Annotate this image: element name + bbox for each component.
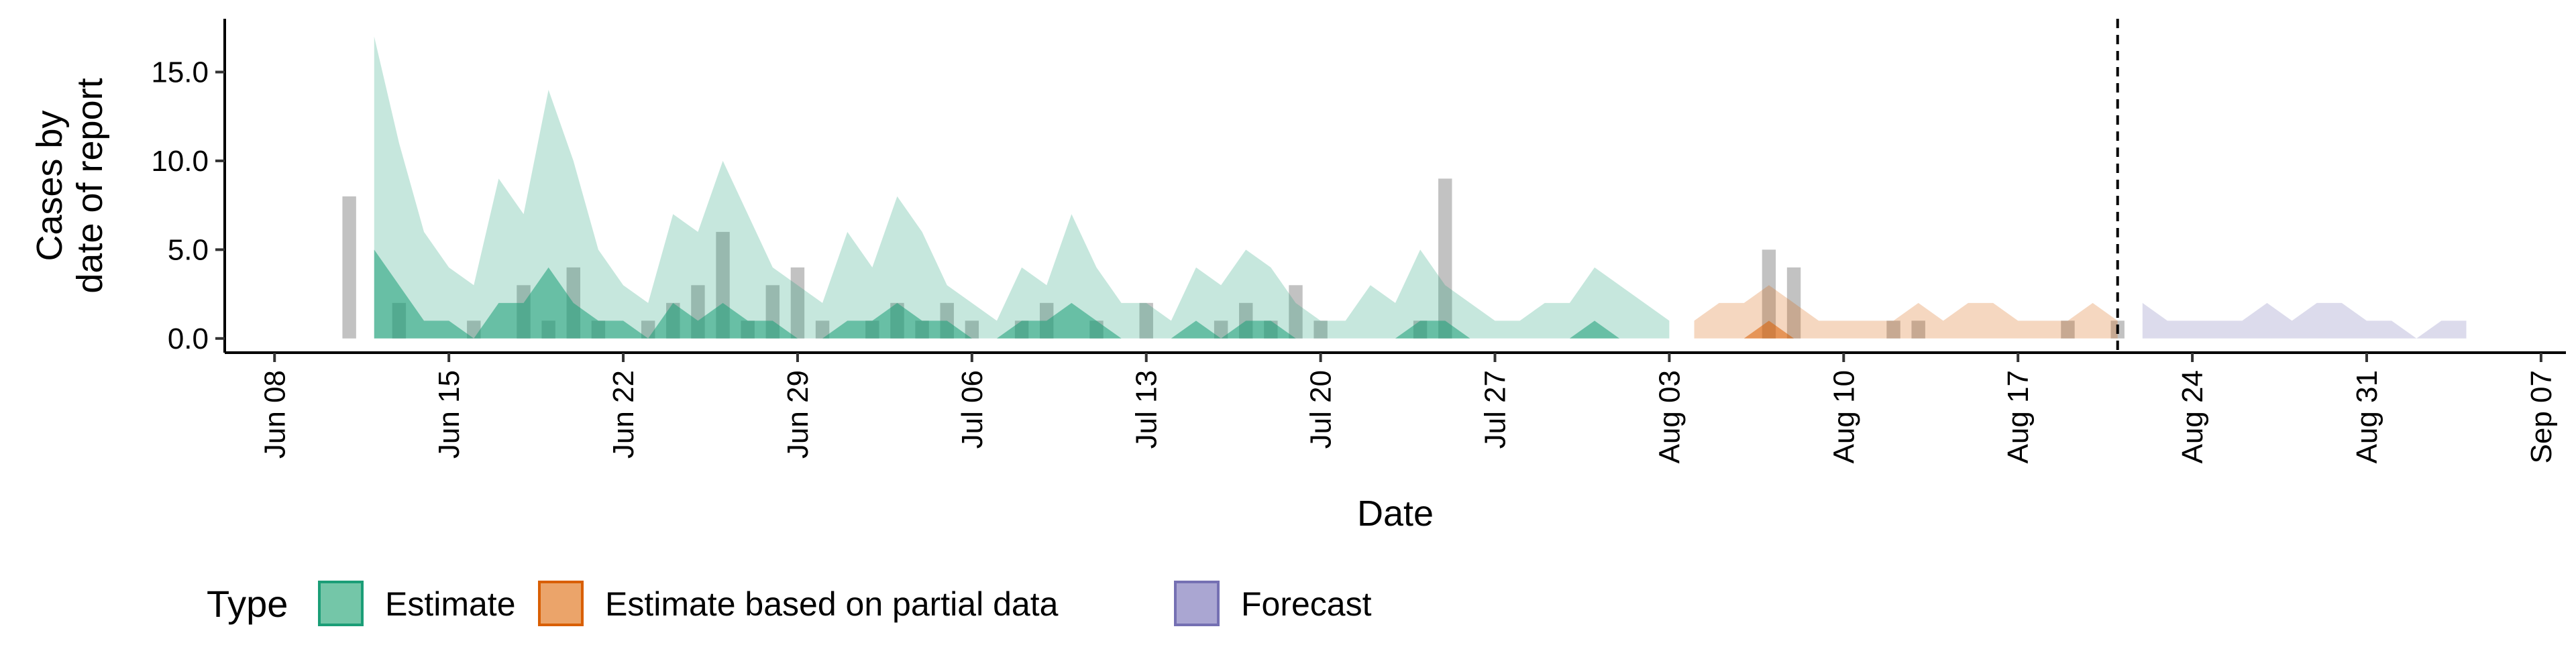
observed-case-bar [965,320,979,339]
ribbon-band [1743,320,1794,339]
ribbon-band [374,249,1670,339]
y-axis-title-line: date of report [70,78,110,293]
observed-case-bar [815,320,830,339]
legend-entry-label: Estimate based on partial data [605,585,1059,623]
observed-case-bar [1786,267,1801,339]
y-axis-title-line: Cases by [30,110,70,261]
observed-case-bar [1289,285,1303,339]
x-tick-label: Aug 10 [1827,370,1860,463]
legend-swatch [538,581,584,626]
ribbon-band [374,36,1670,339]
observed-case-bar [790,267,805,339]
y-tick-label: 15.0 [151,56,209,89]
y-tick-label: 10.0 [151,145,209,178]
x-tick-label: Aug 31 [2351,370,2383,463]
x-tick-label: Jun 22 [607,370,640,459]
legend-entry-label: Estimate [385,585,516,623]
x-tick-label: Jul 06 [956,370,989,449]
observed-case-bar [1762,249,1776,339]
x-tick-label: Jul 13 [1130,370,1163,449]
legend-swatch [318,581,364,626]
x-tick-label: Jun 15 [433,370,466,459]
x-tick-label: Jul 20 [1305,370,1338,449]
x-tick-label: Aug 03 [1653,370,1686,463]
x-tick-label: Sep 07 [2525,370,2558,463]
observed-case-bar [1214,320,1228,339]
observed-case-bar [1886,320,1900,339]
observed-case-bar [1313,320,1328,339]
observed-case-bar [1139,302,1153,339]
observed-case-bar [342,196,356,339]
y-tick-label: 5.0 [168,233,209,266]
x-tick-label: Jun 29 [782,370,814,459]
observed-case-bar [2061,320,2075,339]
y-tick-label: 0.0 [168,322,209,355]
x-tick-label: Jun 08 [258,370,291,459]
x-axis-title: Date [1357,493,1434,534]
legend-swatch [1174,581,1220,626]
observed-case-bar [1438,178,1452,339]
legend-entry-label: Forecast [1241,585,1372,623]
legend-title: Type [207,583,288,625]
x-tick-label: Aug 17 [2002,370,2035,463]
ribbon-band [2142,302,2467,339]
observed-case-bar [1911,320,1925,339]
x-tick-label: Aug 24 [2176,370,2209,463]
x-tick-label: Jul 27 [1479,370,1512,449]
ribbon-band [1694,285,2118,339]
